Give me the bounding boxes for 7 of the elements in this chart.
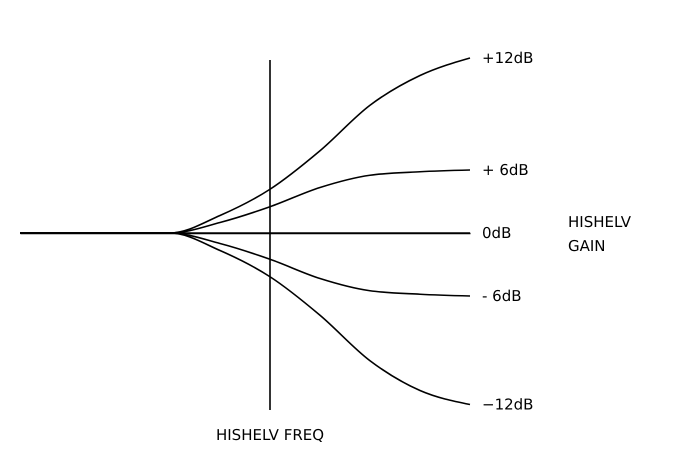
x-axis-title: HISHELV FREQ (216, 426, 324, 444)
series-label: 0dB (482, 224, 512, 242)
legend-title: HISHELV GAIN (568, 213, 632, 255)
series-label: - 6dB (482, 287, 522, 305)
series-label: −12dB (482, 396, 534, 414)
series-label: +12dB (482, 49, 534, 67)
series-label: + 6dB (482, 161, 529, 179)
